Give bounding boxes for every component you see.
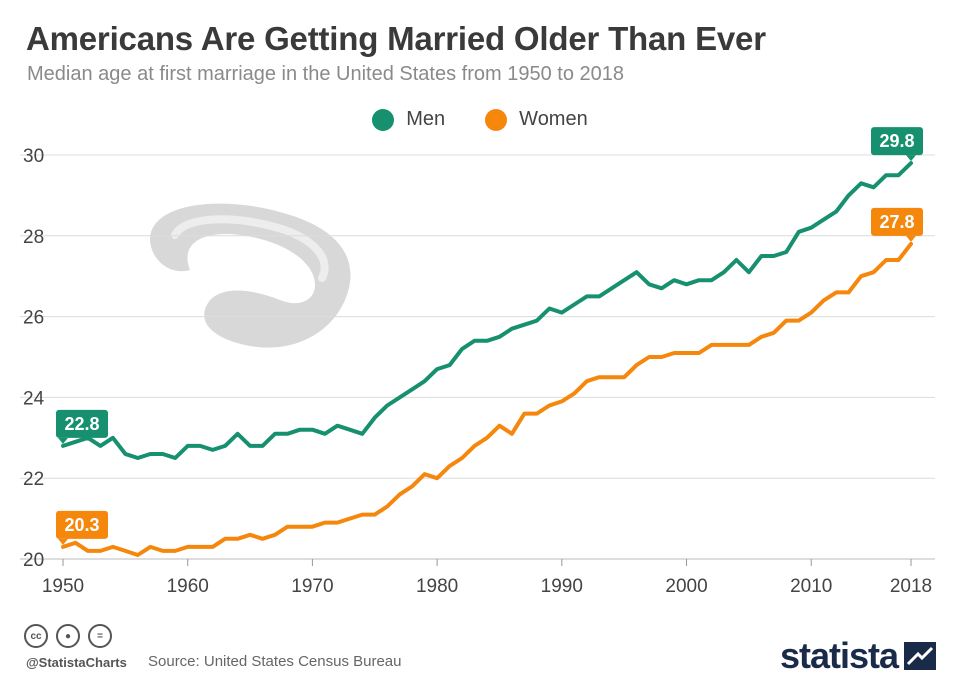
license-icons: cc ● =	[24, 624, 112, 648]
series-line-women	[61, 241, 913, 557]
data-label-women-first-box	[56, 510, 108, 539]
x-tick-label-1990: 1990	[541, 576, 583, 597]
legend-label-men: Men	[406, 108, 446, 130]
data-label-women-first-pointer	[58, 538, 68, 545]
series-line-men	[61, 161, 913, 460]
no-derivatives-icon: =	[88, 624, 112, 648]
data-label-women-first: 20.3	[56, 510, 108, 545]
data-label-women-last-pointer	[906, 235, 916, 242]
brand-text: statista	[779, 635, 899, 676]
y-tick-label-20: 20	[23, 550, 44, 571]
x-tick-label-2000: 2000	[665, 576, 707, 597]
chart-title: Americans Are Getting Married Older Than…	[26, 20, 766, 57]
data-label-men-first: 22.8	[56, 409, 108, 444]
attribution-icon: ●	[56, 624, 80, 648]
legend-label-women: Women	[519, 108, 588, 130]
wedding-ring-illustration	[150, 203, 351, 348]
ring-highlight	[171, 215, 329, 282]
statista-logo: statista	[780, 635, 936, 677]
data-label-women-last: 27.8	[871, 207, 923, 242]
cc-icon: cc	[24, 624, 48, 648]
chart-subtitle: Median age at first marriage in the Unit…	[27, 63, 625, 85]
gridlines	[20, 154, 935, 560]
y-tick-label-24: 24	[23, 388, 45, 409]
data-label-men-last-box	[871, 127, 923, 156]
legend: Men Women	[0, 108, 960, 131]
legend-item-women: Women	[485, 108, 588, 131]
data-label-women-first-text: 20.3	[64, 515, 99, 535]
source-note: Source: United States Census Bureau	[148, 653, 402, 670]
y-tick-label-26: 26	[23, 308, 44, 329]
y-tick-label-30: 30	[23, 146, 44, 167]
data-label-men-last-pointer	[906, 155, 916, 162]
value-labels: 22.8 29.8 20.3 27.8	[56, 127, 923, 545]
data-label-men-last: 29.8	[871, 127, 923, 162]
x-tick-label-1970: 1970	[291, 576, 333, 597]
y-tick-label-22: 22	[23, 469, 44, 490]
x-axis-ticks: 1950 1960 1970 1980 1990 2000 2010 2018	[42, 559, 932, 597]
statista-logo-icon	[904, 642, 936, 670]
data-label-men-first-box	[56, 409, 108, 438]
statista-handle: @StatistaCharts	[26, 655, 127, 670]
x-tick-label-2010: 2010	[790, 576, 832, 597]
y-tick-label-28: 28	[23, 227, 44, 248]
data-label-women-last-box	[871, 207, 923, 236]
series-lines	[61, 161, 913, 557]
x-tick-label-1980: 1980	[416, 576, 458, 597]
data-label-men-first-text: 22.8	[64, 414, 99, 434]
x-tick-label-1950: 1950	[42, 576, 84, 597]
x-tick-label-2018: 2018	[890, 576, 932, 597]
y-axis-ticks: 20 22 24 26 28 30	[23, 146, 45, 571]
data-label-men-first-pointer	[58, 437, 68, 444]
legend-swatch-women	[485, 108, 508, 131]
data-label-women-last-text: 27.8	[879, 212, 914, 232]
data-label-men-last-text: 29.8	[879, 131, 914, 151]
x-tick-label-1960: 1960	[167, 576, 209, 597]
legend-item-men: Men	[372, 108, 445, 131]
legend-swatch-men	[372, 108, 395, 131]
